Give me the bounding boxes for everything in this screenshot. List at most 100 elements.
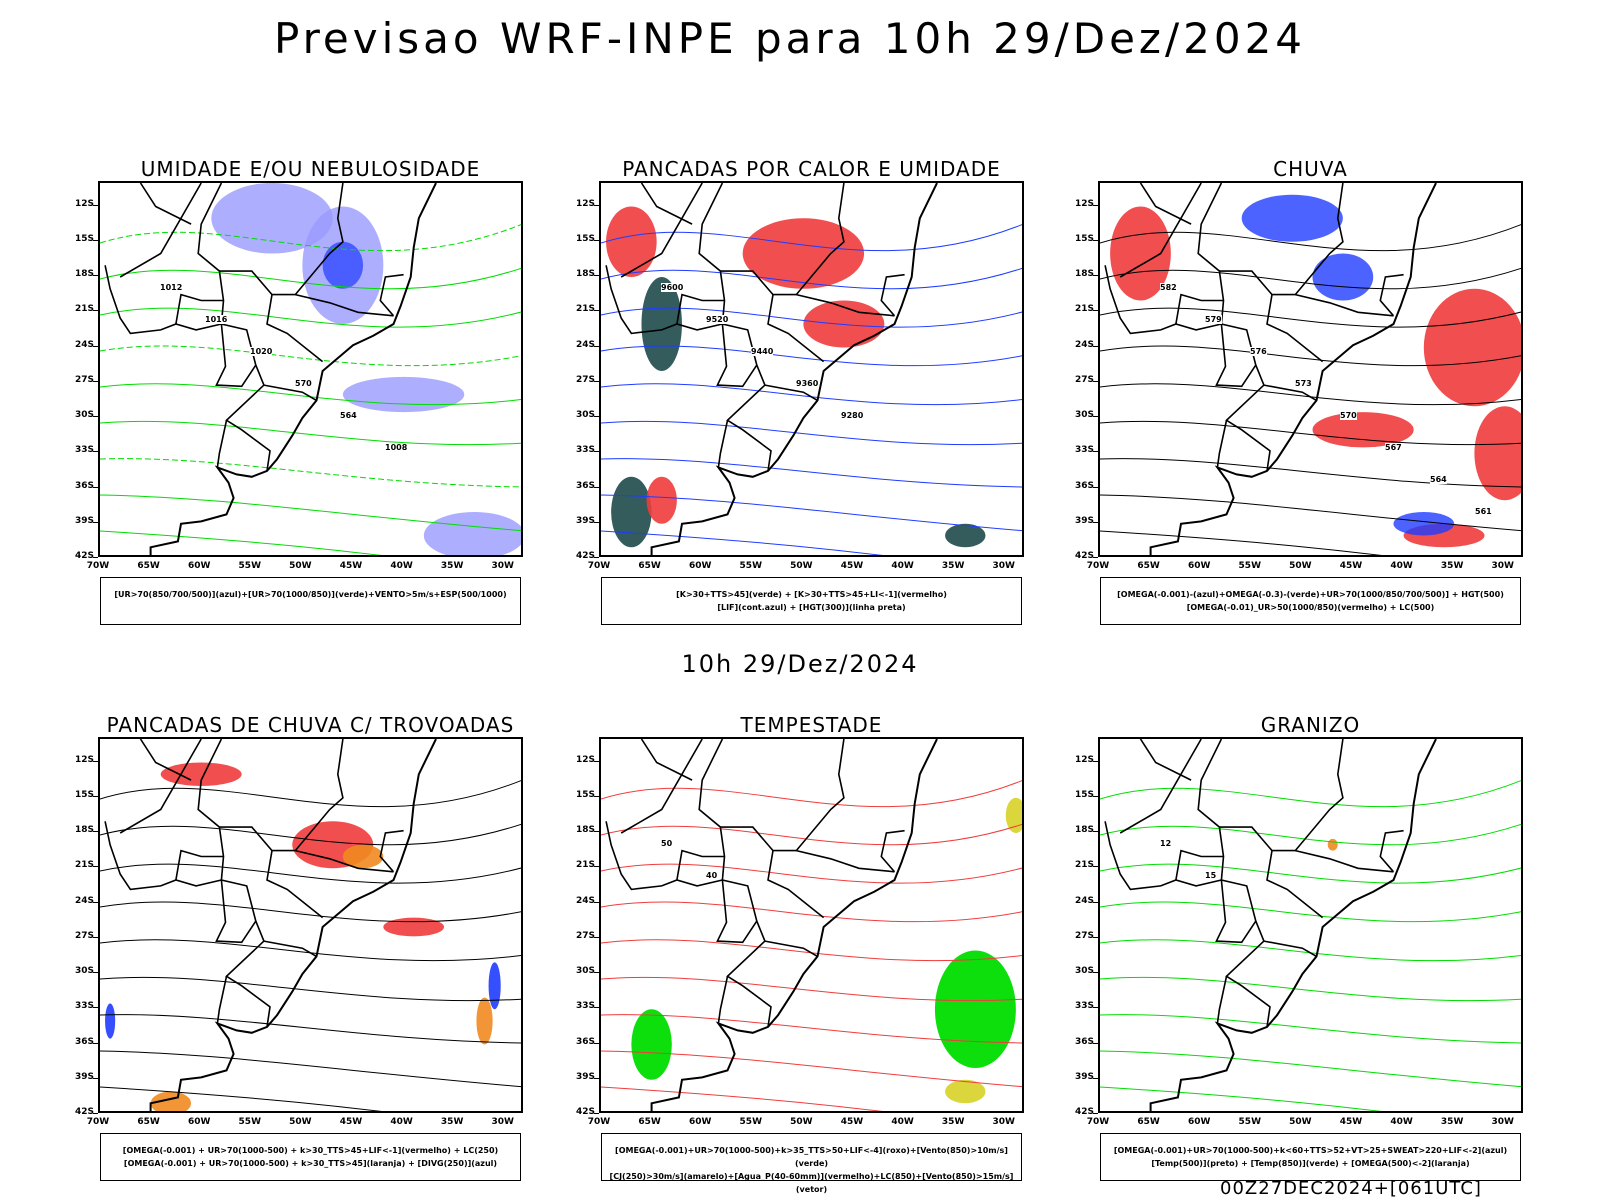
lat-tick [1093, 486, 1098, 488]
lon-label: 70W [1086, 1117, 1110, 1127]
lat-tick [594, 380, 599, 382]
lat-label: 12S [74, 754, 94, 765]
country-border [104, 265, 222, 335]
lon-label: 35W [440, 1117, 464, 1127]
contour-line [1100, 1086, 1382, 1111]
lon-label: 30W [1491, 1117, 1514, 1127]
country-border [767, 739, 845, 919]
field-area [631, 1009, 672, 1080]
lat-tick [93, 972, 98, 973]
lon-label: 55W [238, 561, 261, 571]
country-border [1139, 183, 1192, 225]
country-border [620, 183, 703, 278]
map-svg [601, 739, 1022, 1111]
country-border [266, 183, 344, 363]
field-area [476, 997, 493, 1045]
lat-tick [93, 521, 98, 523]
lat-label: 18S [74, 269, 94, 279]
lon-label: 35W [941, 1117, 965, 1127]
country-border [716, 323, 758, 388]
lat-label: 24S [1074, 339, 1094, 350]
lon-label: 40W [891, 561, 914, 571]
legend-box: [OMEGA(-0.001) + UR>70(1000-500) + k>30_… [100, 1133, 521, 1181]
lon-label: 50W [289, 561, 312, 571]
lat-label: 42S [74, 551, 94, 561]
lat-label: 27S [575, 374, 595, 385]
contour-label: 12 [1160, 839, 1172, 848]
country-border [215, 879, 257, 944]
lat-label: 21S [74, 860, 94, 871]
contour-line [601, 976, 1022, 1002]
lon-label: 50W [790, 1117, 813, 1127]
lat-tick [594, 1077, 599, 1079]
panel-title: CHUVA [1273, 157, 1348, 181]
lon-label: 60W [187, 1117, 211, 1127]
contour-line [1100, 901, 1521, 923]
lon-label: 65W [137, 561, 160, 571]
country-border [698, 183, 772, 472]
contour-line [100, 1086, 382, 1111]
lat-label: 24S [575, 895, 595, 906]
lon-label: 45W [840, 561, 864, 571]
contour-label: 40 [706, 871, 718, 880]
lat-tick [1093, 1113, 1098, 1114]
country-border [1119, 183, 1202, 278]
lon-label: 55W [1238, 1117, 1261, 1127]
lat-label: 15S [1074, 789, 1094, 800]
contour-label: 573 [1295, 379, 1312, 388]
contour-line [601, 420, 1022, 446]
country-border [1379, 273, 1404, 317]
contour-line [601, 1050, 1022, 1088]
lat-tick [93, 204, 98, 206]
lat-tick [93, 345, 98, 347]
lat-tick [1093, 239, 1098, 241]
lat-label: 21S [1074, 304, 1094, 315]
country-border [216, 976, 228, 1024]
country-border [104, 821, 222, 891]
lat-tick [1093, 275, 1098, 276]
lon-label: 45W [1339, 1117, 1363, 1127]
lat-label: 39S [575, 1071, 595, 1082]
country-border [676, 293, 725, 325]
field-area [105, 1003, 116, 1039]
lat-label: 15S [575, 789, 595, 800]
panel-title: GRANIZO [1260, 713, 1361, 737]
legend-box: [K>30+TTS>45](verde) + [K>30+TTS>45+LI<-… [601, 577, 1022, 625]
lat-label: 27S [575, 930, 595, 941]
contour-line [100, 1014, 521, 1044]
contour-line [1100, 976, 1521, 1002]
lat-tick [93, 936, 98, 938]
country-border [1215, 323, 1257, 388]
contour-line [601, 901, 1022, 923]
lon-label: 60W [187, 561, 211, 571]
country-border [717, 420, 729, 468]
lat-tick [594, 795, 599, 797]
field-area [934, 950, 1016, 1068]
country-border [175, 849, 224, 881]
lat-tick [93, 310, 98, 312]
contour-line [100, 420, 521, 446]
contour-label: 564 [340, 411, 357, 420]
lon-label: 60W [688, 1117, 712, 1127]
contour-line [1100, 939, 1521, 962]
lat-label: 42S [1074, 551, 1094, 561]
contour-label: 1016 [205, 315, 228, 324]
country-border [215, 323, 257, 388]
lat-label: 36S [1074, 1036, 1094, 1047]
field-area [1312, 253, 1374, 301]
field-area [1327, 838, 1338, 851]
lat-tick [594, 275, 599, 276]
contour-label: 561 [1475, 507, 1492, 516]
run-time-label: 00Z27DEC2024+[061UTC] [1220, 1178, 1482, 1199]
legend-line: [OMEGA(-0.001) + UR>70(1000-500) + k>30_… [123, 1159, 498, 1168]
lat-tick [1093, 901, 1098, 903]
lat-label: 21S [575, 304, 595, 315]
contour-line [1100, 345, 1521, 367]
lat-label: 24S [74, 895, 94, 906]
contour-line [1100, 779, 1521, 808]
country-border [640, 739, 693, 781]
lon-label: 35W [1440, 1117, 1464, 1127]
valid-time-label: 10h 29/Dez/2024 [681, 650, 919, 678]
country-border [1295, 849, 1394, 873]
contour-line [100, 383, 521, 406]
